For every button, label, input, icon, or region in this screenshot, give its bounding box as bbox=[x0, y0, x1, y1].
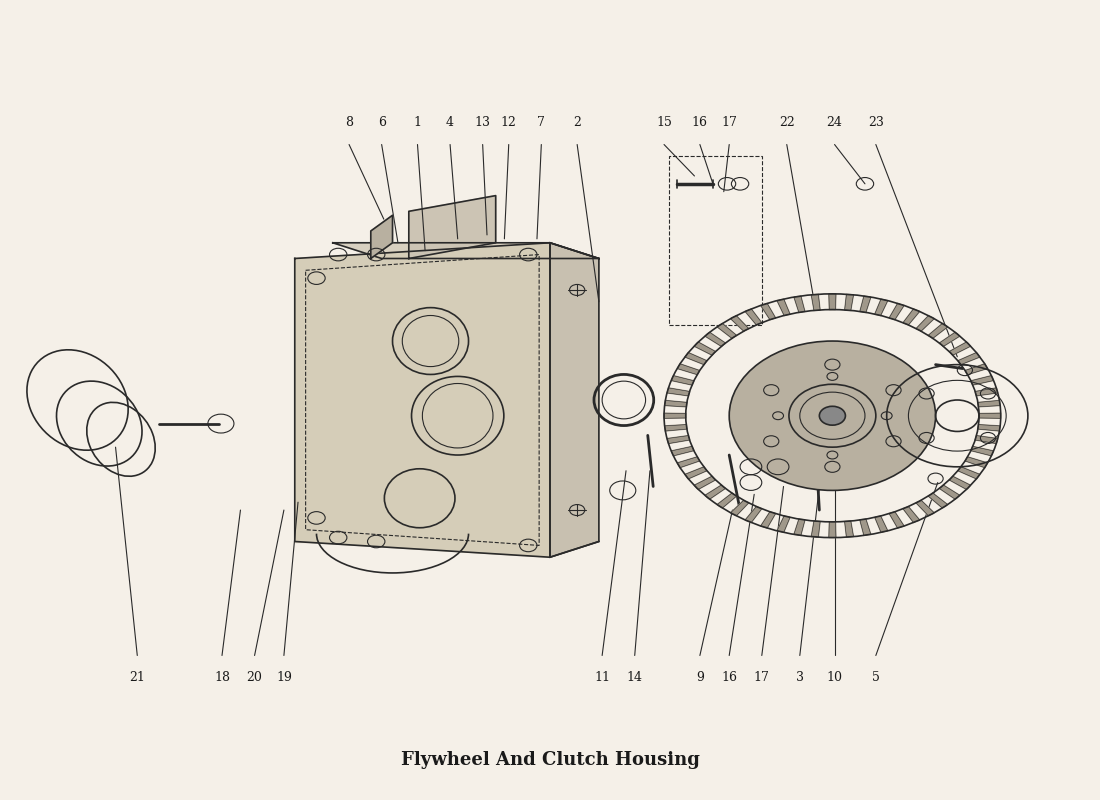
Polygon shape bbox=[671, 376, 694, 385]
Polygon shape bbox=[371, 215, 393, 258]
Bar bbox=[670, 156, 762, 326]
Text: 4: 4 bbox=[447, 116, 454, 129]
Polygon shape bbox=[794, 519, 805, 535]
Polygon shape bbox=[903, 309, 920, 325]
Polygon shape bbox=[667, 388, 690, 396]
Text: 20: 20 bbox=[246, 671, 263, 684]
Polygon shape bbox=[777, 516, 790, 532]
Text: 19: 19 bbox=[276, 671, 292, 684]
Polygon shape bbox=[949, 342, 970, 355]
Polygon shape bbox=[717, 493, 737, 508]
Text: 22: 22 bbox=[779, 116, 794, 129]
Polygon shape bbox=[860, 296, 871, 313]
Polygon shape bbox=[829, 294, 836, 310]
Polygon shape bbox=[409, 196, 496, 258]
Polygon shape bbox=[928, 493, 947, 508]
Text: 3: 3 bbox=[795, 671, 804, 684]
Polygon shape bbox=[845, 294, 854, 310]
Text: 21: 21 bbox=[130, 671, 145, 684]
Polygon shape bbox=[874, 299, 888, 315]
Polygon shape bbox=[916, 316, 934, 331]
Text: 14: 14 bbox=[627, 671, 642, 684]
Polygon shape bbox=[295, 242, 550, 558]
Polygon shape bbox=[694, 342, 716, 355]
Polygon shape bbox=[685, 353, 707, 365]
Polygon shape bbox=[550, 242, 598, 558]
Polygon shape bbox=[958, 353, 980, 365]
Polygon shape bbox=[730, 500, 749, 516]
Text: 15: 15 bbox=[656, 116, 672, 129]
Polygon shape bbox=[978, 401, 1000, 407]
Polygon shape bbox=[939, 485, 960, 499]
Text: 12: 12 bbox=[500, 116, 517, 129]
Text: 5: 5 bbox=[872, 671, 880, 684]
Circle shape bbox=[729, 341, 936, 490]
Text: 16: 16 bbox=[692, 116, 708, 129]
Polygon shape bbox=[812, 294, 821, 310]
Text: 18: 18 bbox=[214, 671, 230, 684]
Text: 17: 17 bbox=[722, 116, 737, 129]
Polygon shape bbox=[829, 522, 836, 538]
Polygon shape bbox=[979, 413, 1001, 418]
Polygon shape bbox=[705, 485, 726, 499]
Text: 7: 7 bbox=[538, 116, 546, 129]
Polygon shape bbox=[730, 316, 749, 331]
Text: 1: 1 bbox=[414, 116, 421, 129]
Polygon shape bbox=[939, 332, 960, 346]
Polygon shape bbox=[978, 425, 1000, 431]
Polygon shape bbox=[949, 476, 970, 490]
Text: 24: 24 bbox=[826, 116, 843, 129]
Text: 23: 23 bbox=[868, 116, 883, 129]
Polygon shape bbox=[333, 242, 598, 258]
Polygon shape bbox=[916, 500, 934, 516]
Polygon shape bbox=[958, 467, 980, 479]
Polygon shape bbox=[295, 258, 382, 542]
Polygon shape bbox=[860, 519, 871, 535]
Polygon shape bbox=[761, 303, 776, 320]
Polygon shape bbox=[761, 512, 776, 528]
Text: Flywheel And Clutch Housing: Flywheel And Clutch Housing bbox=[400, 751, 700, 770]
Polygon shape bbox=[975, 436, 998, 443]
Text: 6: 6 bbox=[377, 116, 386, 129]
Polygon shape bbox=[874, 516, 888, 532]
Polygon shape bbox=[971, 376, 993, 385]
Polygon shape bbox=[705, 332, 726, 346]
Polygon shape bbox=[678, 457, 700, 468]
Polygon shape bbox=[678, 364, 700, 374]
Polygon shape bbox=[928, 323, 947, 338]
Text: 9: 9 bbox=[696, 671, 704, 684]
Circle shape bbox=[820, 406, 846, 425]
Text: 8: 8 bbox=[345, 116, 353, 129]
Polygon shape bbox=[671, 446, 694, 456]
Polygon shape bbox=[664, 425, 686, 431]
Polygon shape bbox=[777, 299, 790, 315]
Polygon shape bbox=[664, 401, 686, 407]
Text: 10: 10 bbox=[826, 671, 843, 684]
Polygon shape bbox=[717, 323, 737, 338]
Text: 2: 2 bbox=[573, 116, 581, 129]
Polygon shape bbox=[975, 388, 998, 396]
Polygon shape bbox=[903, 506, 920, 522]
Text: 17: 17 bbox=[754, 671, 770, 684]
Polygon shape bbox=[745, 506, 762, 522]
Text: 13: 13 bbox=[475, 116, 491, 129]
Polygon shape bbox=[685, 467, 707, 479]
Polygon shape bbox=[845, 521, 854, 537]
Polygon shape bbox=[812, 521, 821, 537]
Polygon shape bbox=[745, 309, 762, 325]
Text: 11: 11 bbox=[594, 671, 610, 684]
Polygon shape bbox=[667, 436, 690, 443]
Polygon shape bbox=[794, 296, 805, 313]
Polygon shape bbox=[965, 364, 988, 374]
Text: 16: 16 bbox=[722, 671, 737, 684]
Polygon shape bbox=[971, 446, 993, 456]
Polygon shape bbox=[965, 457, 988, 468]
Polygon shape bbox=[694, 476, 716, 490]
Polygon shape bbox=[889, 303, 904, 320]
Polygon shape bbox=[889, 512, 904, 528]
Polygon shape bbox=[664, 413, 685, 418]
